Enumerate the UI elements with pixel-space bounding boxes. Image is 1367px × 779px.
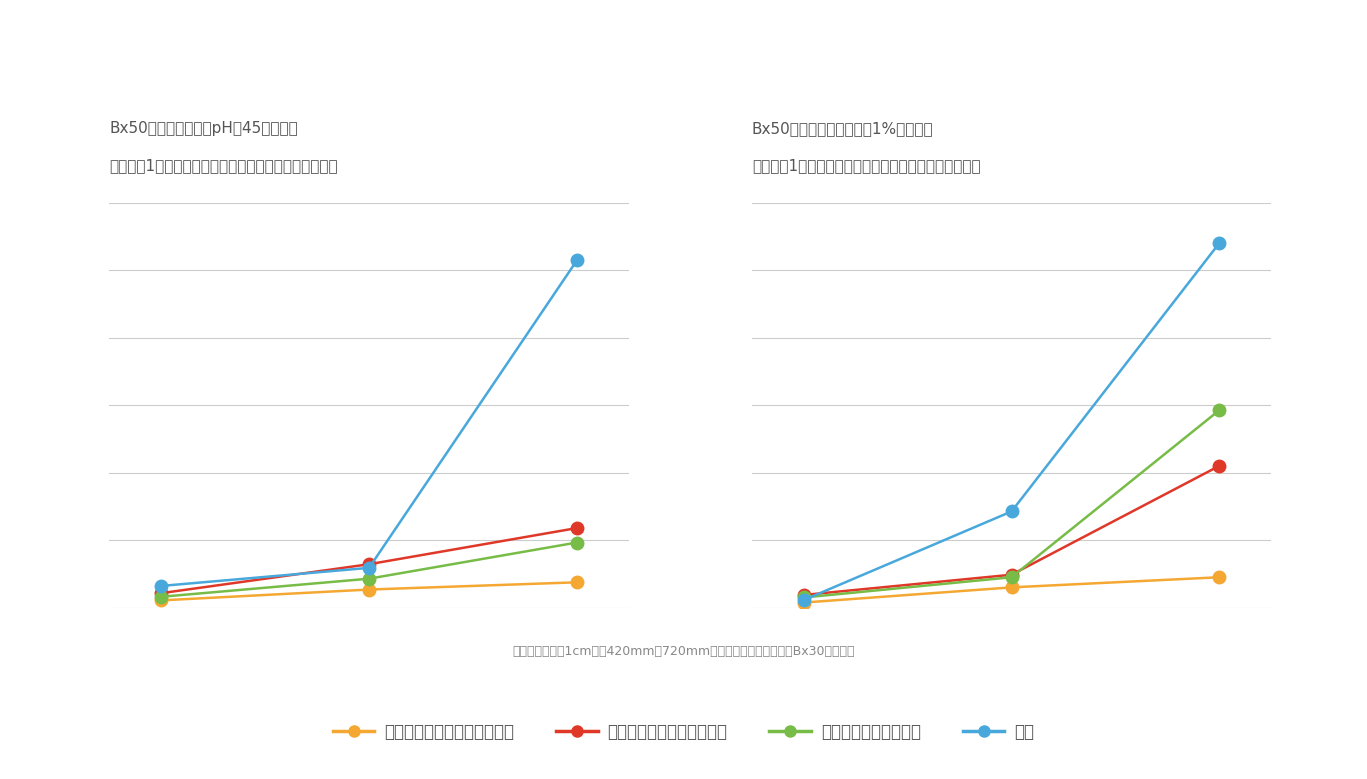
Text: Bx50のでん粉に塩酸pHを45に調整。: Bx50のでん粉に塩酸pHを45に調整。 <box>109 122 298 136</box>
Text: 各濃度に1時間オートクレイブ処理し、着色度を測定。: 各濃度に1時間オートクレイブ処理し、着色度を測定。 <box>752 158 980 173</box>
Text: 各濃度に1時間オートクレイブ処理し、着色度を測定。: 各濃度に1時間オートクレイブ処理し、着色度を測定。 <box>109 158 338 173</box>
Text: 着色度は光彩長1cmでの420mmと720mmの差として算出（数値はBx30の換算）: 着色度は光彩長1cmでの420mmと720mmの差として算出（数値はBx30の換… <box>513 645 854 658</box>
Text: Bx50のでん粉にグリシン1%を添加。: Bx50のでん粉にグリシン1%を添加。 <box>752 122 934 136</box>
Legend: フィットファイバー＃８０Ｈ, フィットファイバー＃８０, 水あめ（ＭＣ－５５）, 砂糖: フィットファイバー＃８０Ｈ, フィットファイバー＃８０, 水あめ（ＭＣ－５５）,… <box>325 716 1042 747</box>
